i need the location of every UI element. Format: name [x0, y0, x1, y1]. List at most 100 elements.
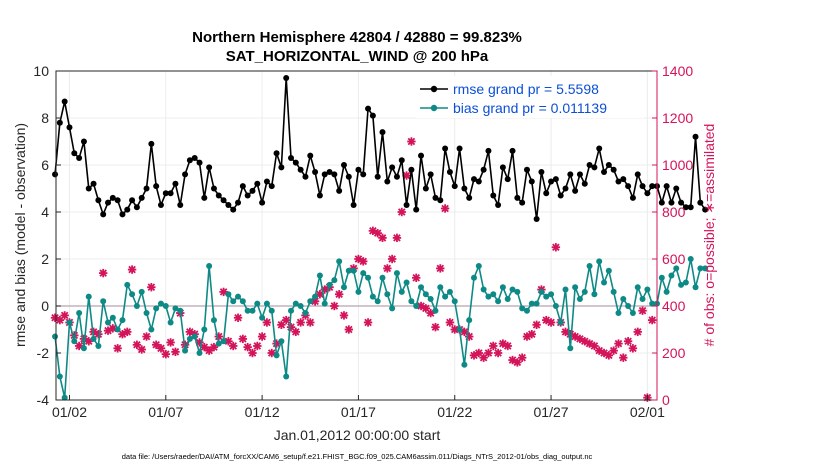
bias-point: [403, 279, 410, 286]
rmse-point: [456, 145, 463, 152]
rmse-point: [413, 206, 420, 213]
rmse-point: [278, 164, 285, 171]
legend: rmse grand pr = 5.5598 bias grand pr = 0…: [416, 76, 644, 118]
bias-point: [596, 258, 603, 265]
bias-point: [321, 300, 328, 307]
bias-point: [254, 300, 261, 307]
bias-point: [85, 293, 92, 300]
rmse-point: [403, 201, 410, 208]
bias-point: [552, 303, 559, 309]
obs-assimilated-point: [368, 226, 378, 236]
bias-series: [52, 256, 709, 401]
rmse-point: [389, 164, 396, 171]
obs-assimilated-point: [253, 341, 262, 351]
bias-point: [687, 256, 694, 262]
bias-point: [360, 270, 367, 277]
obs-assimilated-point: [137, 345, 146, 354]
obs-assimilated-point: [387, 254, 397, 264]
right-tick-label: 800: [662, 204, 686, 220]
rmse-point: [509, 147, 516, 154]
bias-point: [186, 335, 193, 342]
bias-point: [480, 286, 487, 293]
obs-assimilated-point: [503, 341, 512, 351]
rmse-point: [220, 197, 227, 204]
left-tick-label: -2: [37, 345, 50, 361]
bias-point: [586, 263, 593, 270]
left-tick-label: 2: [41, 251, 49, 267]
bias-point: [639, 295, 646, 302]
bias-point: [384, 291, 391, 298]
rmse-point: [422, 185, 429, 192]
rmse-point: [312, 169, 319, 176]
rmse-point: [485, 147, 492, 154]
right-tick-label: 1000: [662, 157, 693, 173]
rmse-point: [157, 201, 164, 208]
bias-point: [124, 281, 131, 288]
rmse-point: [52, 171, 59, 178]
obs-assimilated-point: [402, 171, 411, 180]
obs-assimilated-point: [609, 346, 618, 355]
obs-assimilated-point: [397, 207, 406, 217]
bias-point: [581, 288, 588, 295]
bias-point: [263, 300, 270, 307]
rmse-point: [581, 180, 588, 187]
obs-assimilated-point: [60, 311, 69, 320]
bias-point: [56, 373, 63, 380]
bias-point: [109, 314, 116, 321]
left-axis: -4 -2 0 2 4 6 8 10: [33, 63, 61, 408]
x-axis: 01/02 01/07 01/12 01/17 01/22 01/27 02/01: [52, 395, 665, 420]
legend-box: [416, 76, 644, 118]
rmse-point: [644, 190, 651, 197]
bias-point: [80, 345, 87, 352]
bias-point: [114, 326, 121, 333]
obs-assimilated-point: [243, 342, 252, 352]
rmse-point: [196, 159, 203, 166]
rmse-point: [461, 185, 468, 192]
bias-point: [143, 310, 150, 317]
obs-assimilated-point: [440, 204, 450, 213]
rmse-point: [442, 145, 449, 152]
bias-point: [519, 305, 526, 312]
bias-point: [673, 265, 680, 272]
bias-point: [418, 284, 425, 291]
bias-point: [215, 340, 222, 347]
obs-assimilated-point: [392, 233, 402, 243]
rmse-line: [54, 77, 706, 220]
right-tick-label: 1400: [662, 63, 693, 79]
bias-point: [210, 317, 217, 324]
x-axis-label: Jan.01,2012 00:00:00 start: [274, 427, 441, 443]
obs-assimilated-point: [484, 348, 493, 358]
bias-point: [302, 310, 309, 317]
rmse-point: [629, 194, 636, 201]
rmse-point: [504, 176, 511, 183]
rmse-point: [605, 162, 612, 168]
rmse-point: [321, 171, 328, 178]
obs-assimilated-point: [238, 334, 248, 344]
rmse-point: [71, 150, 78, 157]
rmse-point: [451, 183, 458, 190]
rmse-point: [697, 199, 704, 206]
obs-assimilated-point: [229, 341, 238, 351]
rmse-point: [345, 173, 352, 180]
obs-assimilated-point: [445, 318, 455, 327]
bias-point: [278, 338, 285, 345]
rmse-point: [206, 164, 213, 171]
rmse-point: [398, 157, 405, 164]
obs-assimilated-point: [412, 273, 421, 282]
bias-point: [663, 288, 670, 295]
bias-point: [369, 293, 376, 300]
rmse-point: [446, 169, 453, 176]
rmse-point: [80, 138, 87, 145]
rmse-point: [124, 206, 131, 213]
bias-point: [446, 288, 453, 295]
rmse-point: [283, 75, 290, 82]
chart-title-line1: Northern Hemisphere 42804 / 42880 = 99.8…: [192, 29, 522, 46]
bias-point: [307, 298, 314, 305]
bias-point: [485, 293, 492, 300]
bias-point: [576, 295, 583, 302]
bias-point: [206, 263, 213, 270]
obs-assimilated-point: [614, 339, 623, 348]
rmse-point: [552, 176, 559, 183]
obs-assimilated-point: [257, 332, 267, 341]
rmse-point: [143, 185, 150, 192]
